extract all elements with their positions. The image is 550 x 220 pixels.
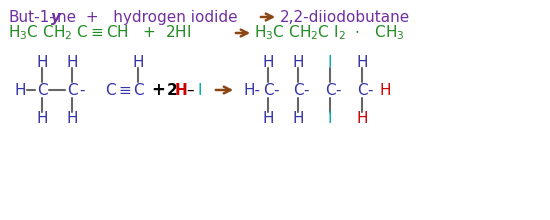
Text: C: C <box>357 82 367 97</box>
Text: -: - <box>367 82 373 97</box>
Text: H: H <box>175 82 188 97</box>
Text: -: - <box>79 82 85 97</box>
Text: C: C <box>67 82 78 97</box>
Text: -: - <box>273 82 279 97</box>
Text: H: H <box>14 82 26 97</box>
Text: H: H <box>36 55 48 70</box>
Text: H: H <box>292 55 304 70</box>
Text: -: - <box>336 82 341 97</box>
Text: ≡: ≡ <box>118 82 131 97</box>
Text: H$_3$C CH$_2$ C$\equiv$CH   +  2HI: H$_3$C CH$_2$ C$\equiv$CH + 2HI <box>8 24 191 42</box>
Text: I: I <box>198 82 202 97</box>
Text: y: y <box>51 9 61 24</box>
Text: H: H <box>66 55 78 70</box>
Text: H: H <box>132 55 144 70</box>
Text: But-1-: But-1- <box>8 9 55 24</box>
Text: H: H <box>379 82 390 97</box>
Text: -: - <box>303 82 309 97</box>
Text: C: C <box>133 82 144 97</box>
Text: H: H <box>356 110 368 125</box>
Text: C: C <box>293 82 303 97</box>
Text: –: – <box>186 82 194 97</box>
Text: ne  +   hydrogen iodide: ne + hydrogen iodide <box>57 9 248 24</box>
Text: 2: 2 <box>167 82 177 97</box>
Text: H-: H- <box>244 82 261 97</box>
Text: I: I <box>328 110 332 125</box>
Text: I: I <box>328 55 332 70</box>
Text: +: + <box>151 81 165 99</box>
Text: H: H <box>262 55 274 70</box>
Text: H: H <box>262 110 274 125</box>
Text: H: H <box>66 110 78 125</box>
Text: C: C <box>263 82 273 97</box>
Text: H: H <box>356 55 368 70</box>
Text: H: H <box>292 110 304 125</box>
Text: H: H <box>36 110 48 125</box>
Text: C: C <box>37 82 47 97</box>
Text: H$_3$C CH$_2$C I$_2$  $\cdot$   CH$_3$: H$_3$C CH$_2$C I$_2$ $\cdot$ CH$_3$ <box>254 24 404 42</box>
Text: 2,2-diiodobutane: 2,2-diiodobutane <box>280 9 410 24</box>
Text: C: C <box>104 82 116 97</box>
Text: C: C <box>324 82 336 97</box>
